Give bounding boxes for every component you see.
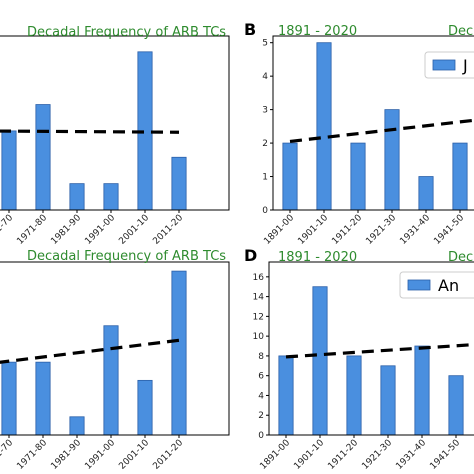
y-tick-label: 6 [258,372,264,382]
x-tick-label: 2011-20 [151,438,185,472]
bar-1911-20 [350,142,366,211]
x-tick-label: 1961-70 [0,438,15,472]
y-tick-label: 0 [262,206,268,216]
plot-frame [268,261,474,436]
y-tick-label: 4 [258,391,264,401]
panel-3: 1961-70 1971-80 1981-90 1991-00 2001-10 2011-… [0,249,230,472]
panel-letter: D [244,246,257,265]
bar-1901-10 [316,42,332,211]
bar-1991-00 [103,325,119,436]
x-tick-label: 1981-90 [49,438,83,472]
panel-1: 1961-70 1971-80 1981-90 1991-00 2001-10 2011-… [0,25,230,247]
legend: An [399,271,474,299]
legend: J [424,51,474,79]
y-tick-label: 2 [258,411,264,421]
y-tick-label: 2 [262,139,268,149]
bar-1941-50 [448,375,464,436]
bar-1921-30 [380,365,396,436]
bar-1931-40 [414,345,430,436]
y-tick-label: 5 [262,39,268,49]
panel-title: Decadal Frequency of ARB TCs [27,25,226,40]
legend-label: An [438,276,459,295]
x-tick-label: 1911-20 [326,438,360,472]
x-tick-label: 1991-00 [83,438,117,472]
bar-2011-20 [171,156,187,211]
x-tick-label: 1921-30 [360,438,394,472]
y-tick-label: 14 [253,293,265,303]
x-tick-label: 1981-90 [49,213,83,247]
y-tick-label: 4 [262,72,268,82]
x-tick-label: 1931-40 [398,213,432,247]
x-tick-label: 2001-10 [117,213,151,247]
x-tick-label: 1921-30 [364,213,398,247]
bar-2011-20 [171,270,187,436]
bar-1981-90 [69,416,85,436]
legend-box [399,271,474,299]
bar-1961-70 [1,361,17,436]
y-tick-label: 16 [253,273,265,283]
trend-line [289,118,474,143]
x-tick-label: 1901-10 [292,438,326,472]
x-tick-label: 1991-00 [83,213,117,247]
x-tick-label: 1941-50 [428,438,462,472]
x-tick-label: 1891-00 [262,213,296,247]
bar-1921-30 [384,109,400,211]
panel-letter: B [244,20,256,39]
x-tick-label: 1971-80 [15,213,49,247]
x-tick-label: 2011-20 [151,213,185,247]
bar-1911-20 [346,355,362,436]
trend-line [0,338,180,364]
x-tick-label: 2001-10 [117,438,151,472]
y-tick-label: 10 [253,332,265,342]
bar-1901-10 [312,286,328,436]
y-tick-label: 8 [258,352,264,362]
bar-1971-80 [35,361,51,436]
bar-1981-90 [69,183,85,211]
bar-1931-40 [418,176,434,211]
bar-1891-00 [278,355,294,436]
plot-frame [0,261,230,436]
x-tick-label: 1911-20 [330,213,364,247]
plot-frame [0,35,230,211]
panel-4: 0 2 4 6 8 10 12 14 16 1891-00 1901-10 1911-20 1921-3… [244,246,474,472]
bar-1991-00 [103,183,119,211]
x-tick-label: 1941-50 [432,213,466,247]
y-tick-label: 1 [262,173,268,183]
x-tick-label: 1971-80 [15,438,49,472]
panel-title-right: Dec [448,24,473,39]
x-tick-label: 1901-10 [296,213,330,247]
x-tick-label: 1931-40 [394,438,428,472]
plot-frame [272,35,474,211]
y-tick-label: 0 [258,431,264,441]
x-tick-label: 1891-00 [258,438,292,472]
bar-2001-10 [137,379,153,436]
panel-title-right: Dec [448,250,473,265]
trend-line [285,343,474,359]
bar-1961-70 [1,130,17,211]
legend-label: J [462,56,468,75]
y-tick-label: 12 [253,312,264,322]
panel-title: Decadal Frequency of ARB TCs [27,249,226,264]
panel-title: 1891 - 2020 [278,250,357,265]
legend-swatch [407,279,431,291]
legend-swatch [432,59,456,71]
panel-2: 0 1 2 3 4 5 1891-00 1901-10 1911-20 1921-30 1931-4… [244,20,474,247]
bar-1971-80 [35,104,51,211]
y-tick-label: 3 [262,106,268,116]
bar-1941-50 [452,142,468,211]
x-tick-label: 1961-70 [0,213,15,247]
panel-title: 1891 - 2020 [278,24,357,39]
bar-1891-00 [282,142,298,211]
